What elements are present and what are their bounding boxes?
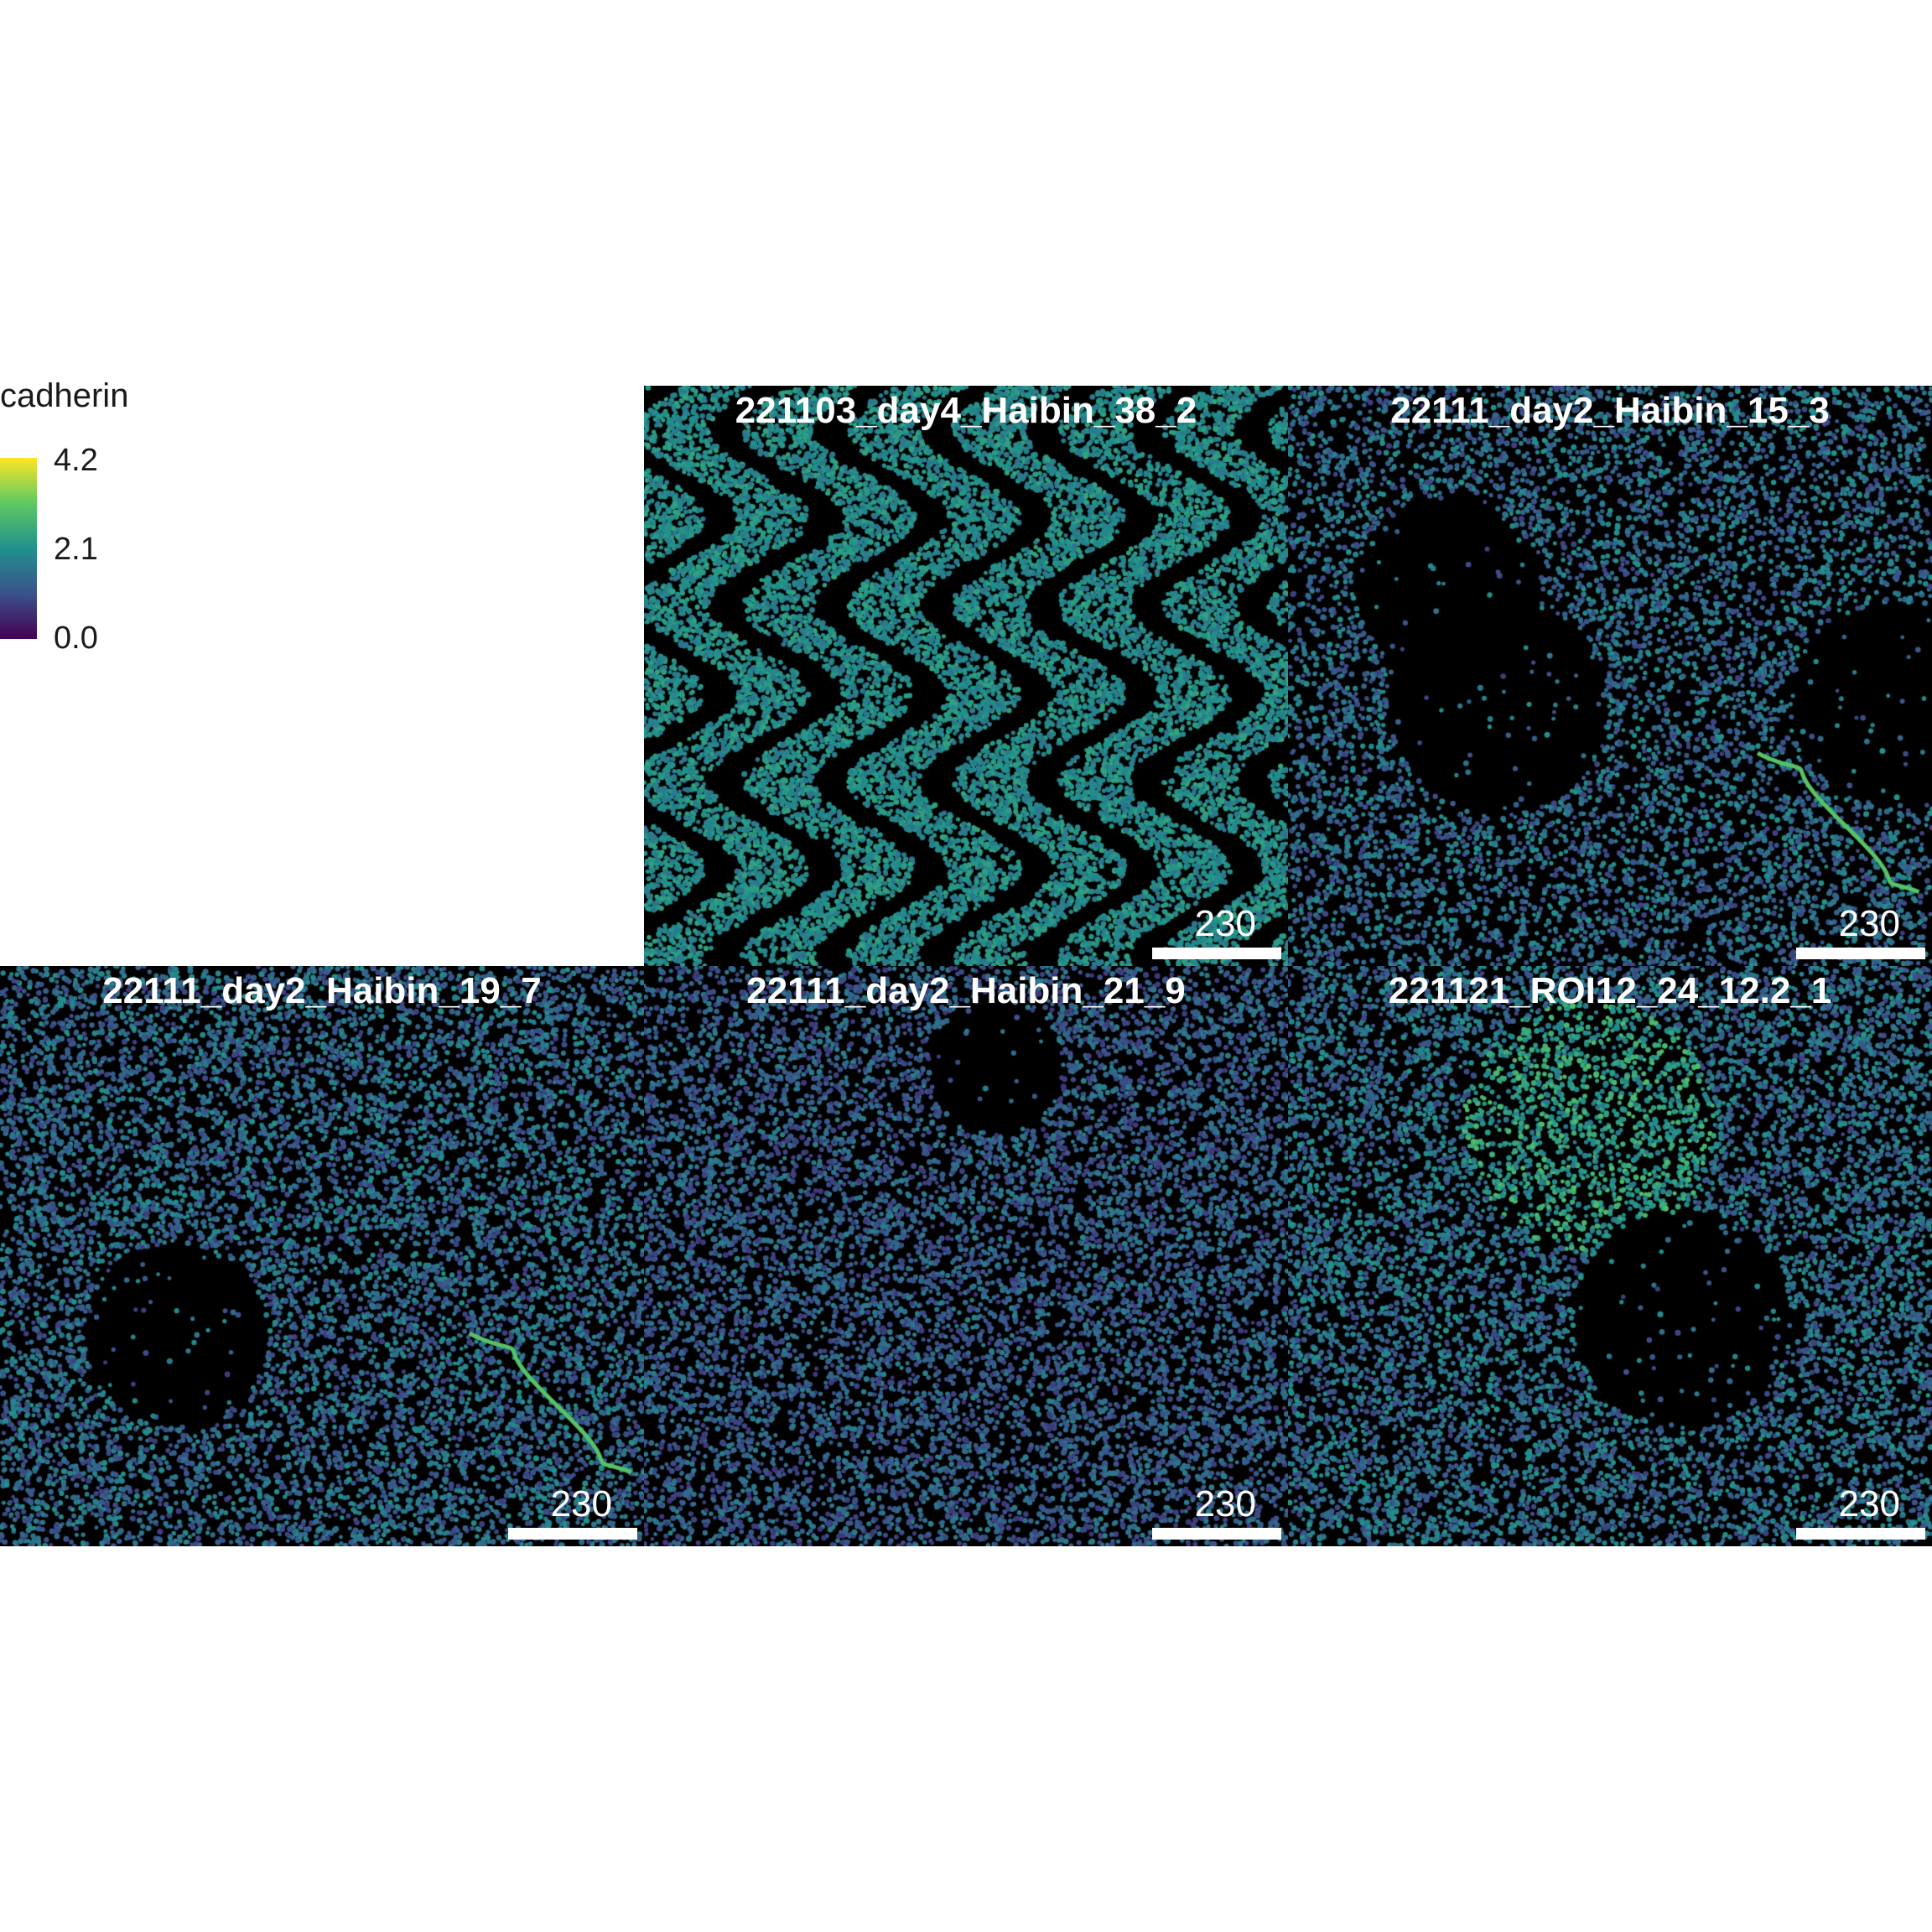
scale-bar-label: 230 [550,1483,612,1524]
scale-bar [1152,1528,1281,1540]
cell-scatter-image [644,386,1288,966]
scale-bar-label: 230 [1194,1483,1256,1524]
panel-3: 22111_day2_Haibin_19_7 230 [0,966,644,1546]
legend-tick-max: 4.2 [54,443,98,478]
colorbar-legend: cadherin 4.2 2.1 0.0 [0,377,252,662]
scale-bar-label: 230 [1838,1483,1900,1524]
scale-bar [1796,1528,1925,1540]
cell-scatter-image [0,966,644,1546]
scale-bar-label: 230 [1838,903,1900,944]
panel-5: 221121_ROI12_24_12.2_1 230 [1288,966,1932,1546]
panel-title: 221121_ROI12_24_12.2_1 [1388,970,1832,1011]
scale-bar-label: 230 [1194,903,1256,944]
cell-scatter-image [1288,966,1932,1546]
legend-tick-min: 0.0 [54,621,98,656]
panel-title: 22111_day2_Haibin_19_7 [102,970,542,1011]
legend-colorbar [0,458,37,639]
cell-scatter-image [644,966,1288,1546]
scale-bar [1796,948,1925,959]
panel-2: 22111_day2_Haibin_15_3 230 [1288,386,1932,966]
legend-title: cadherin [0,377,129,414]
panel-1: 221103_day4_Haibin_38_2 230 [644,386,1288,966]
cell-scatter-image [1288,386,1932,966]
panel-title: 22111_day2_Haibin_15_3 [1390,390,1830,431]
panel-title: 22111_day2_Haibin_21_9 [746,970,1186,1011]
panel-title: 221103_day4_Haibin_38_2 [735,390,1197,431]
panel-4: 22111_day2_Haibin_21_9 230 [644,966,1288,1546]
scale-bar [508,1528,637,1540]
scale-bar [1152,948,1281,959]
legend-tick-mid: 2.1 [54,532,98,567]
